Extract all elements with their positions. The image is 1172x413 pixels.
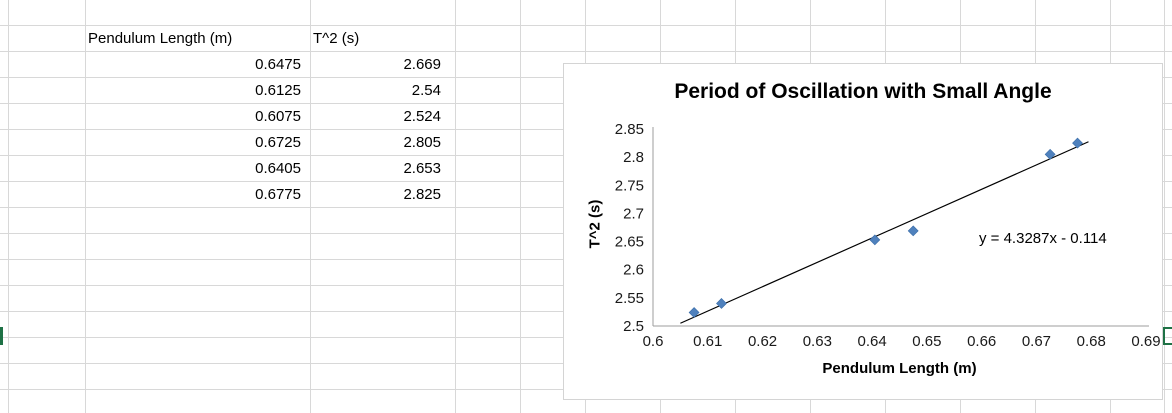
- x-axis-title[interactable]: Pendulum Length (m): [822, 360, 977, 377]
- x-tick-label: 0.68: [1077, 333, 1106, 350]
- header-pendulum-length[interactable]: Pendulum Length (m): [88, 30, 233, 47]
- y-tick-label: 2.5: [623, 318, 644, 335]
- data-point[interactable]: [907, 225, 919, 237]
- data-point[interactable]: [1072, 137, 1083, 149]
- cell-t2-row0[interactable]: 2.669: [403, 56, 441, 73]
- data-point[interactable]: [1044, 148, 1056, 160]
- y-axis-title[interactable]: T^2 (s): [586, 199, 604, 249]
- y-tick-label: 2.6: [623, 262, 644, 279]
- column-gridline: [310, 0, 311, 413]
- column-gridline: [520, 0, 521, 413]
- chart-title[interactable]: Period of Oscillation with Small Angle: [674, 80, 1052, 103]
- x-tick-label: 0.61: [693, 333, 722, 350]
- cell-length-row3[interactable]: 0.6725: [255, 134, 301, 151]
- selection-marker-right: [1163, 327, 1172, 345]
- x-tick-label: 0.62: [748, 333, 777, 350]
- cell-t2-row5[interactable]: 2.825: [403, 186, 441, 203]
- y-tick-label: 2.85: [615, 121, 644, 138]
- chart-plot-area: 2.5 2.55 2.6 2.65 2.7 2.75 2.8 2.85 0.6 0.61 0.62 0…: [615, 121, 1161, 350]
- trendline-equation[interactable]: y = 4.3287x - 0.114: [979, 230, 1107, 247]
- x-tick-label: 0.69: [1131, 333, 1160, 350]
- column-gridline: [455, 0, 456, 413]
- cell-length-row0[interactable]: 0.6475: [255, 56, 301, 73]
- data-point[interactable]: [716, 298, 727, 309]
- x-tick-label: 0.6: [643, 333, 664, 350]
- chart-object[interactable]: 2.5 2.55 2.6 2.65 2.7 2.75 2.8 2.85 0.6 0.61 0.62 0…: [563, 63, 1163, 400]
- x-tick-label: 0.64: [858, 333, 887, 350]
- trendline[interactable]: [680, 141, 1089, 324]
- column-gridline: [8, 0, 9, 413]
- cell-length-row5[interactable]: 0.6775: [255, 186, 301, 203]
- cell-t2-row3[interactable]: 2.805: [403, 134, 441, 151]
- data-point[interactable]: [869, 234, 881, 246]
- data-point[interactable]: [688, 307, 700, 318]
- y-tick-label: 2.8: [623, 149, 644, 166]
- cell-t2-row1[interactable]: 2.54: [411, 82, 441, 99]
- x-tick-label: 0.66: [967, 333, 996, 350]
- x-tick-label: 0.67: [1022, 333, 1051, 350]
- y-tick-label: 2.55: [615, 290, 644, 307]
- y-tick-label: 2.7: [623, 205, 644, 222]
- x-tick-label: 0.63: [803, 333, 832, 350]
- x-tick-label: 0.65: [912, 333, 941, 350]
- cell-length-row2[interactable]: 0.6075: [255, 108, 301, 125]
- cell-t2-row4[interactable]: 2.653: [403, 160, 441, 177]
- column-gridline: [1164, 0, 1165, 413]
- header-t2[interactable]: T^2 (s): [313, 30, 360, 47]
- cell-length-row1[interactable]: 0.6125: [255, 82, 301, 99]
- column-gridline: [85, 0, 86, 413]
- y-tick-label: 2.75: [615, 177, 644, 194]
- y-tick-label: 2.65: [615, 234, 644, 251]
- cell-length-row4[interactable]: 0.6405: [255, 160, 301, 177]
- cell-t2-row2[interactable]: 2.524: [403, 108, 441, 125]
- selection-marker-left: [0, 327, 3, 345]
